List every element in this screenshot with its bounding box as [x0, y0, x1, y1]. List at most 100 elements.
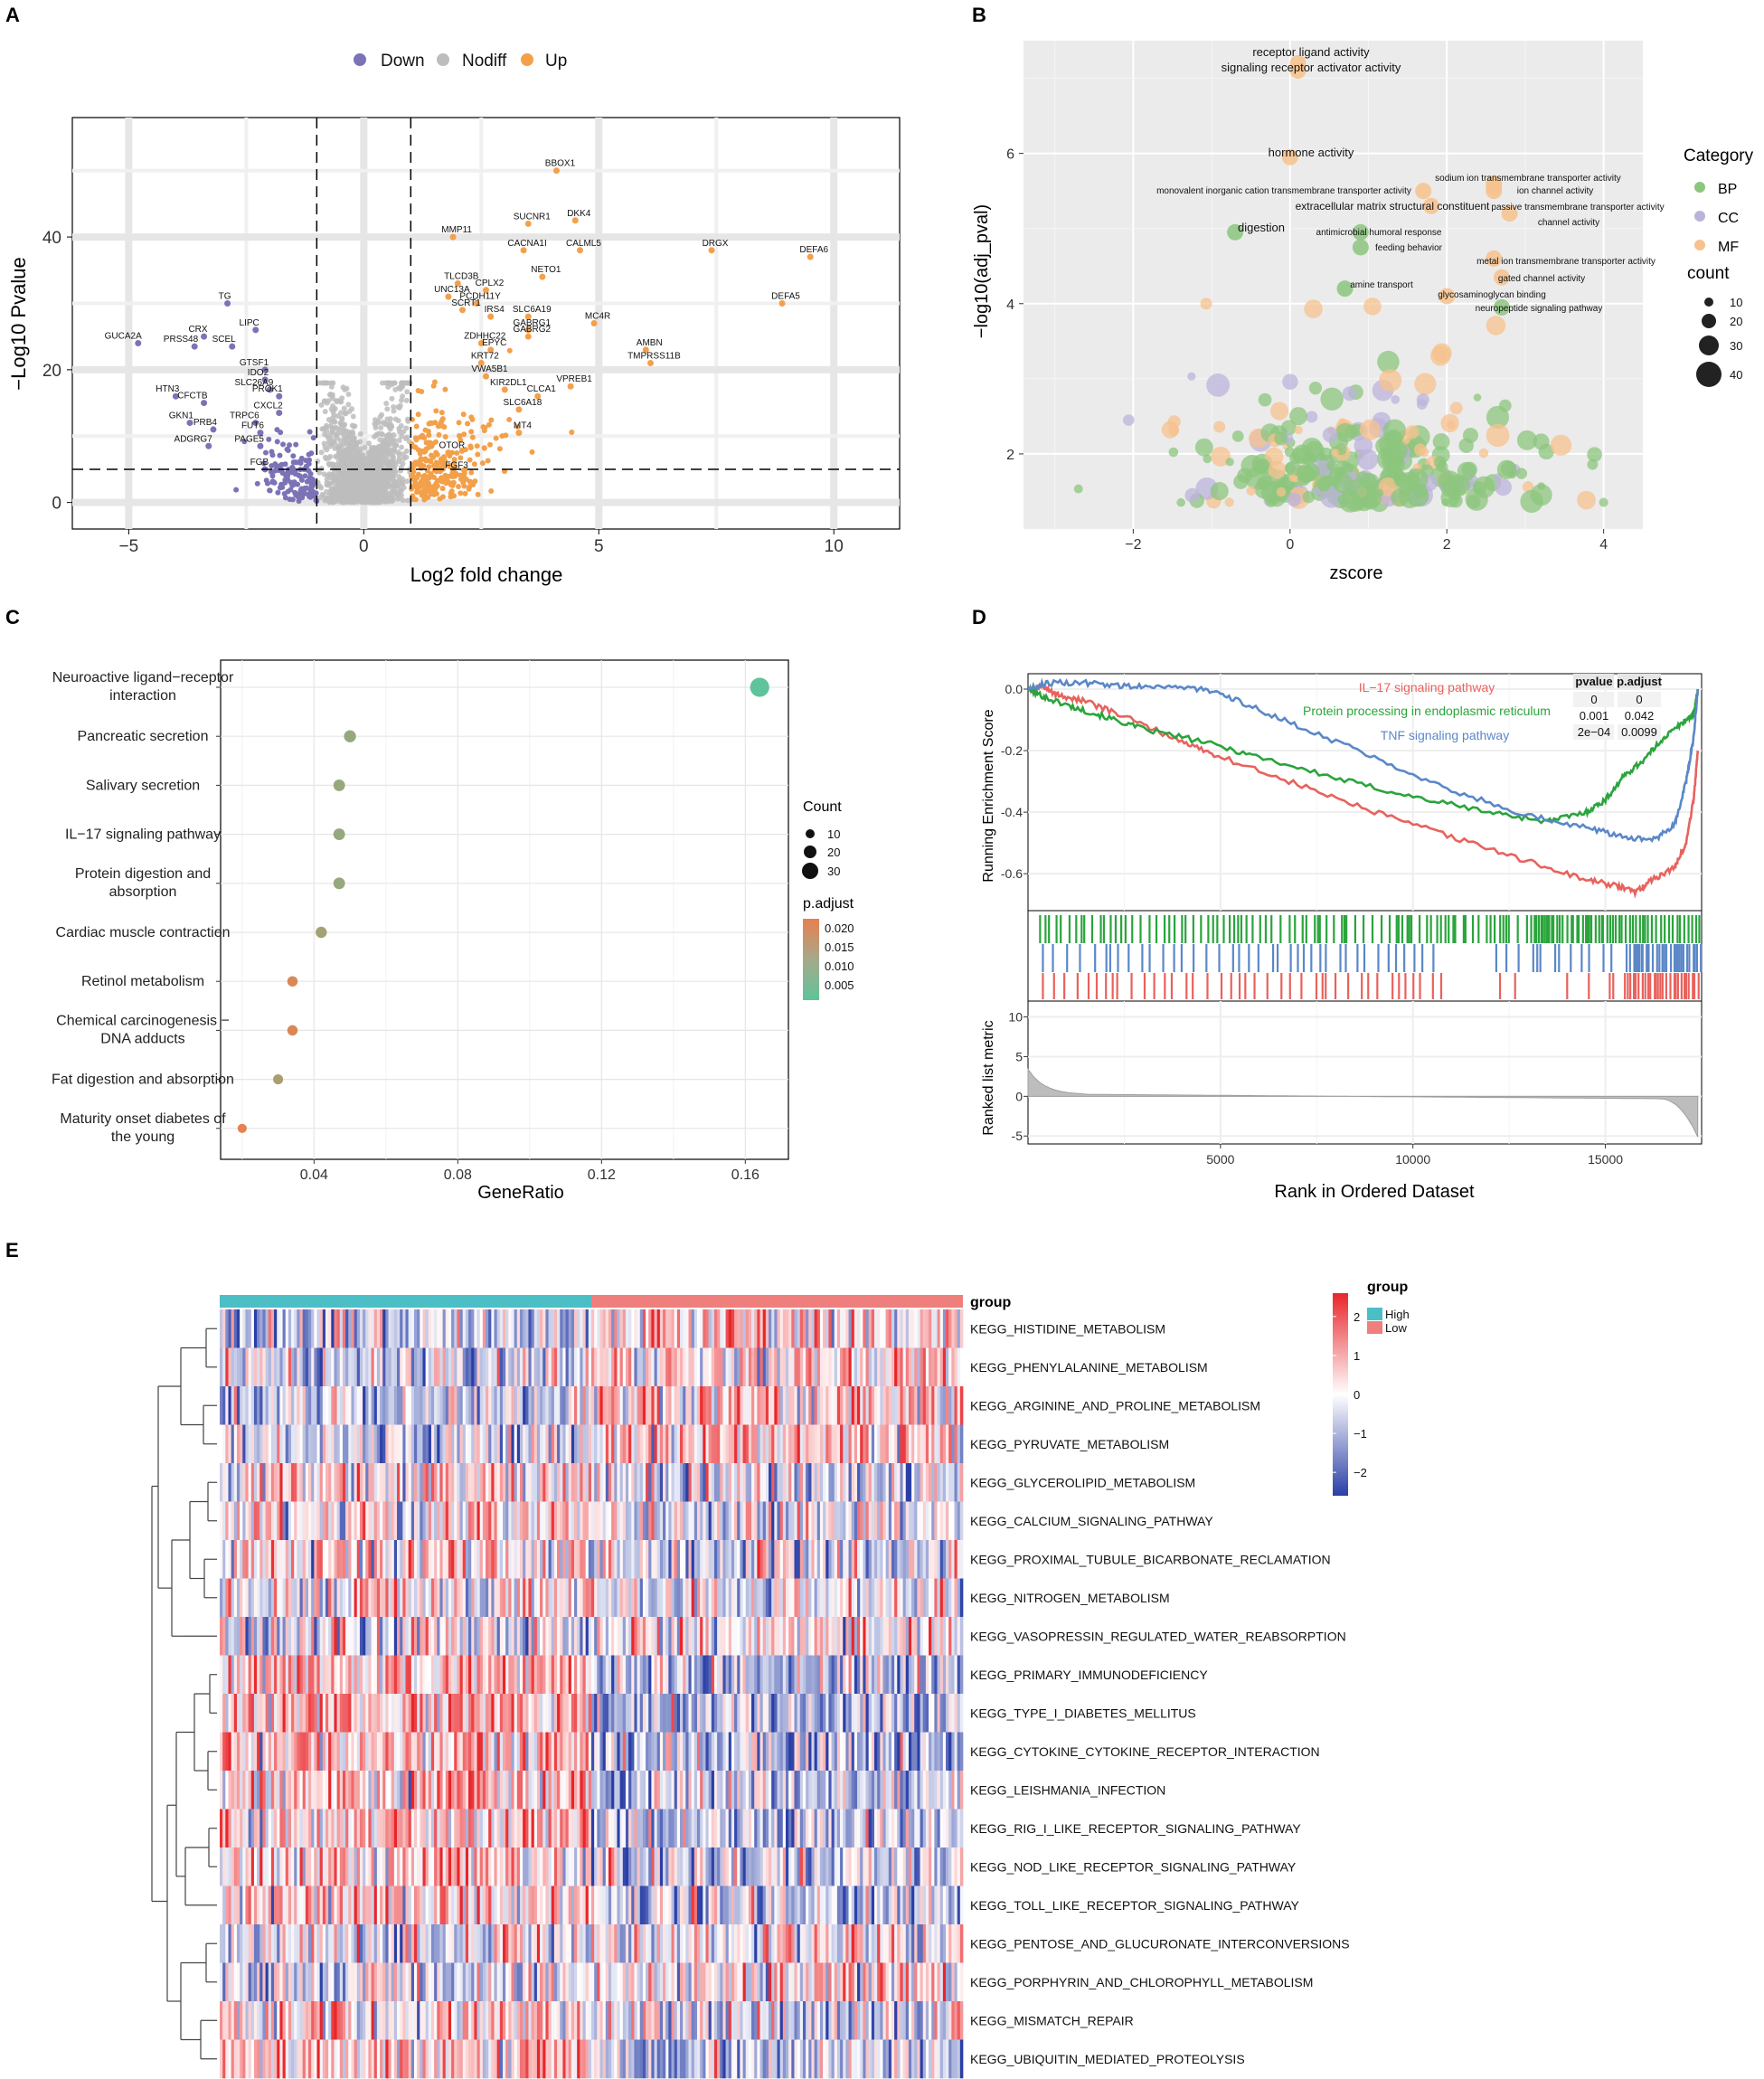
heatmap-cell	[608, 1578, 612, 1618]
heatmap-cell	[299, 1578, 304, 1618]
heatmap-cell	[279, 1386, 283, 1425]
volcano-point-nodiff	[389, 423, 395, 430]
go-bubble-bp	[1530, 484, 1552, 506]
volcano-point-down	[266, 386, 273, 393]
volcano-gene-label: VWA5B1	[471, 364, 508, 374]
heatmap-cell	[814, 1386, 818, 1425]
heatmap-cell	[737, 1540, 741, 1579]
legend-down-marker	[354, 53, 366, 66]
go-x-title: zscore	[1330, 563, 1383, 583]
heatmap-cell	[602, 1386, 607, 1425]
heatmap-cell	[948, 1463, 952, 1502]
go-bubble-cc	[1495, 478, 1513, 496]
heatmap-cell	[713, 1424, 718, 1464]
heatmap-cell	[405, 1424, 410, 1464]
heatmap-cell	[253, 1347, 258, 1387]
heatmap-cell	[731, 1463, 735, 1502]
heatmap-cell	[865, 1540, 870, 1579]
heatmap-cell	[531, 1424, 535, 1464]
heatmap-cell	[257, 1463, 260, 1502]
heatmap-cell	[451, 1347, 455, 1387]
go-bubble-cc	[1342, 386, 1357, 402]
heatmap-cell	[614, 1501, 618, 1541]
heatmap-cell	[762, 1309, 767, 1348]
heatmap-cell	[836, 1386, 841, 1425]
heatmap-cell	[959, 1463, 964, 1502]
heatmap-cell	[451, 1463, 455, 1502]
heatmap-cell	[531, 1578, 535, 1618]
heatmap-cell	[665, 1309, 669, 1348]
heatmap-cell	[954, 1540, 958, 1579]
heatmap-cell	[282, 1578, 287, 1618]
heatmap-cell	[257, 1578, 260, 1618]
heatmap-cell	[363, 1386, 366, 1425]
heatmap-cell	[819, 1309, 824, 1348]
heatmap-cell	[597, 1347, 600, 1387]
heatmap-cell	[319, 1347, 324, 1387]
volcano-gene-label: ADGRG7	[175, 434, 213, 444]
volcano-point-nodiff	[395, 449, 401, 456]
volcano-point-nodiff	[395, 404, 401, 411]
legend-down-label: Down	[381, 52, 425, 71]
volcano-point-nodiff	[397, 429, 403, 435]
heatmap-cell	[656, 1463, 661, 1502]
heatmap-cell	[877, 1386, 881, 1425]
heatmap-cell	[854, 1578, 858, 1618]
heatmap-cell	[942, 1386, 947, 1425]
heatmap-cell	[622, 1309, 627, 1348]
heatmap-cell	[282, 1309, 287, 1348]
heatmap-cell	[400, 1501, 403, 1541]
heatmap-cell	[757, 1347, 760, 1387]
heatmap-cell	[911, 1540, 915, 1579]
heatmap-cell	[959, 1386, 964, 1425]
heatmap-cell	[328, 1347, 332, 1387]
heatmap-cell	[548, 1424, 552, 1464]
volcano-point-up	[434, 482, 440, 488]
heatmap-cell	[668, 1463, 672, 1502]
heatmap-cell	[486, 1424, 489, 1464]
heatmap-cell	[328, 1578, 332, 1618]
heatmap-cell	[382, 1501, 386, 1541]
heatmap-cell	[577, 1424, 580, 1464]
volcano-point-nodiff	[403, 397, 410, 403]
volcano-point-nodiff	[326, 462, 333, 468]
heatmap-cell	[788, 1463, 792, 1502]
volcano-gene-label: TMPRSS11B	[627, 352, 681, 362]
heatmap-cell	[285, 1540, 289, 1579]
heatmap-cell	[691, 1386, 695, 1425]
heatmap-cell	[871, 1501, 875, 1541]
volcano-point-up	[469, 416, 476, 422]
heatmap-cell	[774, 1309, 778, 1348]
heatmap-cell	[285, 1578, 289, 1618]
heatmap-cell	[737, 1347, 741, 1387]
volcano-point-down	[274, 439, 280, 445]
volcano-gene-label: AMBN	[637, 338, 663, 348]
go-bubble-bp	[1302, 451, 1316, 466]
heatmap-cell	[957, 1501, 961, 1541]
heatmap-cell	[779, 1578, 784, 1618]
heatmap-cell	[459, 1424, 464, 1464]
heatmap-cell	[806, 1540, 809, 1579]
heatmap-cell	[745, 1424, 750, 1464]
heatmap-cell	[585, 1578, 590, 1618]
heatmap-cell	[245, 1501, 249, 1541]
heatmap-cell	[562, 1309, 566, 1348]
legend-nodiff-marker	[437, 53, 449, 66]
heatmap-cell	[929, 1347, 932, 1387]
heatmap-cell	[536, 1386, 541, 1425]
go-legend-count-30-label: 30	[1730, 339, 1742, 353]
heatmap-cell	[934, 1309, 938, 1348]
heatmap-cell	[816, 1578, 821, 1618]
volcano-point-nodiff	[363, 497, 369, 504]
volcano-point-up	[646, 360, 654, 367]
heatmap-cell	[703, 1309, 706, 1348]
heatmap-cell	[751, 1540, 755, 1579]
heatmap-cell	[220, 1386, 223, 1425]
heatmap-cell	[777, 1309, 781, 1348]
heatmap-cell	[285, 1309, 289, 1348]
heatmap-cell	[345, 1386, 349, 1425]
volcano-gene-label: KRT72	[471, 352, 499, 362]
go-bubble-bp	[1231, 430, 1244, 442]
heatmap-cell	[434, 1309, 438, 1348]
heatmap-cell	[857, 1424, 861, 1464]
